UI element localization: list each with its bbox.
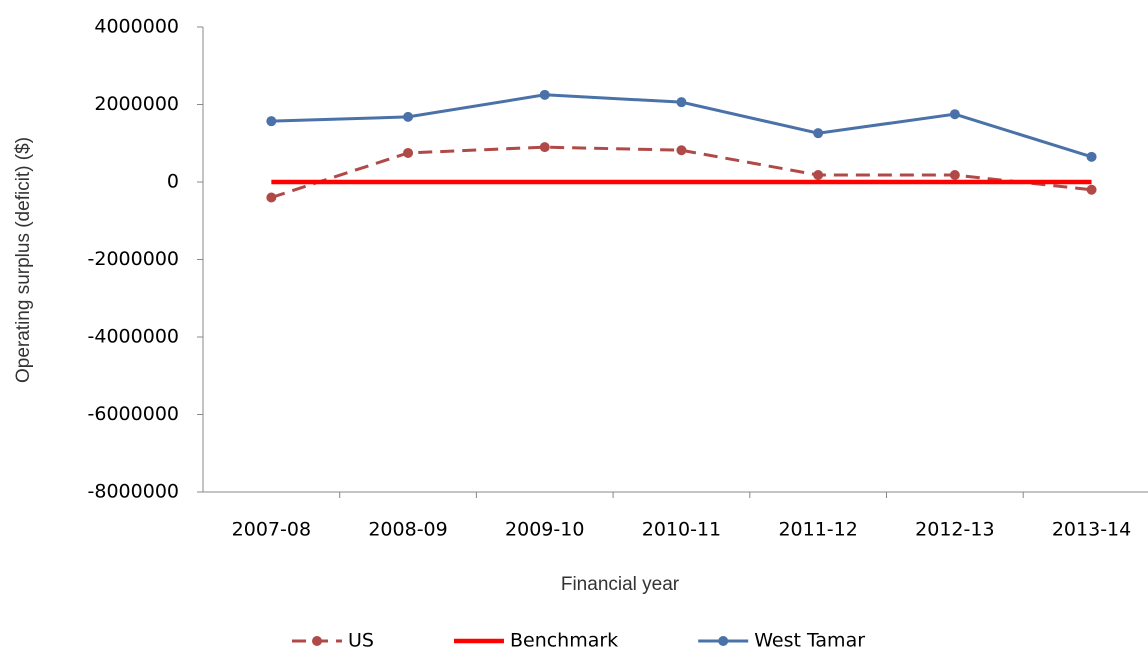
legend-label: Benchmark — [510, 630, 618, 652]
point — [1086, 184, 1097, 195]
legend-marker — [718, 636, 729, 646]
x-tick-label: 2007-08 — [232, 519, 311, 541]
point — [539, 89, 550, 100]
legend-marker — [312, 636, 322, 646]
point — [676, 97, 687, 108]
y-tick-label: -2000000 — [88, 248, 179, 270]
y-tick-label: 0 — [167, 171, 179, 193]
point — [403, 147, 414, 158]
point — [676, 145, 687, 156]
point — [813, 170, 824, 181]
point — [403, 111, 414, 122]
x-axis-title: Financial year — [561, 574, 680, 595]
y-tick-label: 4000000 — [94, 16, 179, 38]
x-tick-label: 2012-13 — [915, 519, 994, 541]
y-tick-label: 2000000 — [94, 93, 179, 115]
point — [949, 170, 960, 181]
point — [266, 116, 277, 127]
x-tick-label: 2013-14 — [1052, 519, 1131, 541]
x-tick-label: 2009-10 — [505, 519, 584, 541]
point — [949, 109, 960, 120]
point — [1086, 151, 1097, 162]
legend-label: US — [348, 630, 374, 652]
y-tick-label: -6000000 — [88, 403, 179, 425]
legend-label: West Tamar — [754, 630, 865, 652]
x-tick-label: 2011-12 — [778, 519, 857, 541]
x-tick-label: 2008-09 — [368, 519, 447, 541]
y-tick-label: -4000000 — [88, 326, 179, 348]
y-axis-title: Operating surplus (deficit) ($) — [13, 137, 34, 383]
x-tick-label: 2010-11 — [642, 519, 721, 541]
y-tick-label: -8000000 — [88, 481, 179, 503]
point — [813, 128, 824, 139]
point — [266, 192, 277, 203]
point — [539, 142, 550, 153]
